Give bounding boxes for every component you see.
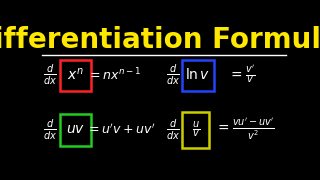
- Text: $\frac{d}{dx}$: $\frac{d}{dx}$: [166, 63, 180, 87]
- Text: $\frac{d}{dx}$: $\frac{d}{dx}$: [43, 63, 57, 87]
- Text: $= \frac{vu'-uv'}{v^2}$: $= \frac{vu'-uv'}{v^2}$: [215, 117, 275, 142]
- Text: $= nx^{n-1}$: $= nx^{n-1}$: [87, 66, 141, 83]
- Text: Differentiation Formulas: Differentiation Formulas: [0, 26, 320, 54]
- Text: $\frac{d}{dx}$: $\frac{d}{dx}$: [166, 118, 180, 142]
- Text: $x^n$: $x^n$: [67, 67, 84, 83]
- Text: $\frac{u}{v}$: $\frac{u}{v}$: [192, 119, 200, 140]
- Text: $= u'v + uv'$: $= u'v + uv'$: [86, 122, 156, 137]
- Text: $\frac{d}{dx}$: $\frac{d}{dx}$: [43, 118, 57, 142]
- Text: $uv$: $uv$: [66, 122, 85, 136]
- Text: $= \frac{v'}{v}$: $= \frac{v'}{v}$: [228, 64, 256, 86]
- Text: $\ln v$: $\ln v$: [185, 67, 211, 82]
